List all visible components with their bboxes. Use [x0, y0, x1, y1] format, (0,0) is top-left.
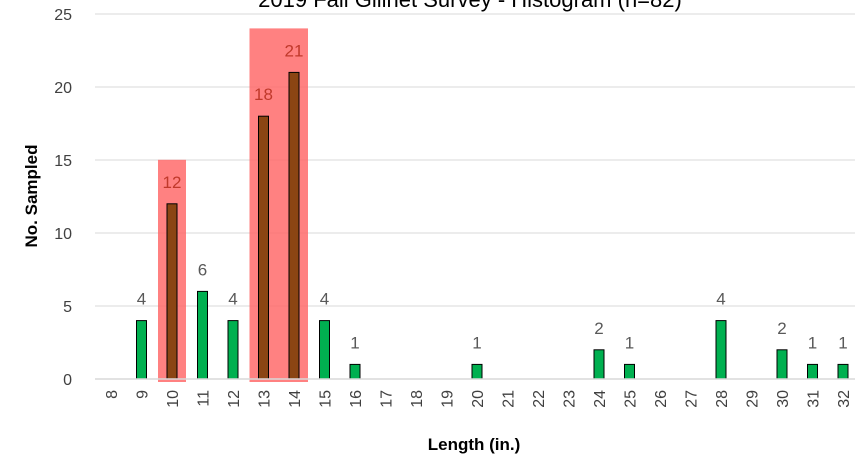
x-tick-label: 9 [135, 390, 152, 399]
data-label: 18 [254, 85, 273, 104]
data-label: 1 [350, 333, 359, 352]
data-label: 1 [472, 333, 481, 352]
data-label: 1 [625, 333, 634, 352]
bar [471, 363, 483, 380]
x-tick-label: 16 [348, 390, 365, 408]
bar [288, 71, 300, 380]
x-tick-label: 31 [806, 390, 823, 408]
data-label: 1 [838, 333, 847, 352]
y-tick-label: 10 [54, 226, 72, 243]
data-label: 6 [198, 260, 207, 279]
chart-title: 2019 Fall Gillnet Survey - Histogram (n=… [258, 0, 682, 12]
data-label: 4 [228, 290, 237, 309]
bar [319, 320, 330, 380]
x-tick-label: 12 [226, 390, 243, 408]
bar [349, 363, 361, 380]
x-tick-label: 20 [470, 390, 487, 408]
x-tick-label: 25 [623, 390, 640, 408]
y-axis-title: No. Sampled [22, 145, 41, 248]
grid-layer [95, 13, 855, 307]
bar [837, 363, 849, 380]
x-tick-label: 27 [684, 390, 701, 408]
data-label: 2 [594, 319, 603, 338]
x-tick-label: 23 [562, 390, 579, 408]
bar [166, 203, 178, 380]
bar [715, 320, 727, 380]
bar [136, 320, 147, 380]
x-tick-label: 26 [653, 390, 670, 408]
x-tick-label: 28 [714, 390, 731, 408]
x-tick-label: 32 [836, 390, 853, 408]
y-tick-label: 0 [63, 372, 72, 389]
x-tick-label: 29 [745, 390, 762, 408]
data-label: 2 [777, 319, 786, 338]
x-tick-label: 22 [531, 390, 548, 408]
x-tick-label: 10 [165, 390, 182, 408]
x-tick-label: 18 [409, 390, 426, 408]
data-label: 4 [320, 290, 329, 309]
bar [593, 349, 605, 380]
bar [197, 290, 208, 380]
x-tick-label: 11 [196, 390, 213, 407]
x-tick-label: 21 [501, 390, 518, 408]
x-tick-label: 14 [287, 390, 304, 408]
bar [807, 363, 818, 380]
data-label: 21 [285, 41, 304, 60]
data-label: 12 [163, 173, 182, 192]
data-label: 1 [808, 333, 817, 352]
y-tick-label: 5 [63, 299, 72, 316]
x-tick-label: 8 [104, 390, 121, 399]
x-tick-label: 15 [318, 390, 335, 408]
x-tick-label: 19 [440, 390, 457, 408]
x-tick-label: 17 [379, 390, 396, 408]
bar [258, 115, 269, 380]
data-label: 4 [137, 290, 146, 309]
x-axis-title: Length (in.) [428, 435, 521, 454]
y-tick-label: 15 [54, 153, 72, 170]
x-tick-label: 30 [775, 390, 792, 408]
bar-layer [136, 71, 849, 380]
y-tick-label: 25 [54, 7, 72, 24]
y-tick-label: 20 [54, 80, 72, 97]
bar [776, 349, 788, 380]
x-tick-label: 13 [257, 390, 274, 408]
x-tick-label: 24 [592, 390, 609, 408]
data-label: 4 [716, 290, 725, 309]
bar [227, 320, 239, 380]
bar [624, 363, 635, 380]
